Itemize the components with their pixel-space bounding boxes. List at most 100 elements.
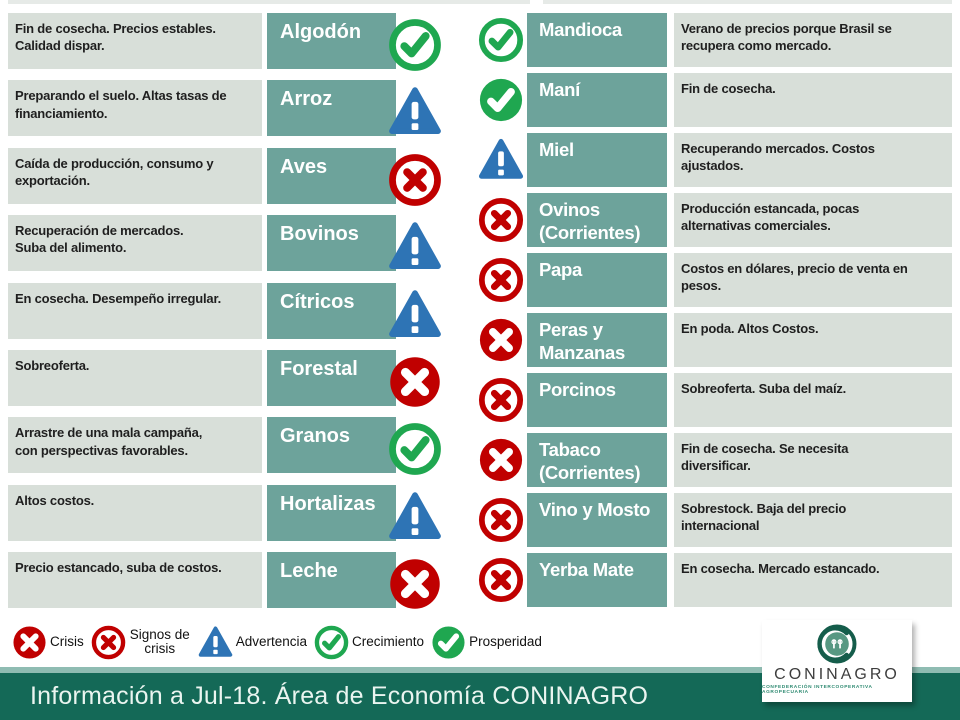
product-description: Altos costos. bbox=[8, 484, 262, 541]
product-row: Maní Fin de cosecha. bbox=[478, 73, 952, 127]
coninagro-logo: CONINAGRO CONFEDERACIÓN INTERCOOPERATIVA… bbox=[762, 620, 912, 702]
crisis-signs-icon bbox=[478, 197, 524, 243]
product-description: Fin de cosecha. bbox=[674, 73, 952, 127]
product-name-box: Peras y Manzanas bbox=[527, 313, 667, 367]
footer-text: Información a Jul-18. Área de Economía C… bbox=[30, 682, 649, 710]
product-name-box: Miel bbox=[527, 133, 667, 187]
product-description: Recuperación de mercados. Suba del alime… bbox=[8, 215, 262, 272]
crisis-signs-icon bbox=[478, 497, 524, 543]
product-row: Fin de cosecha. Precios estables. Calida… bbox=[8, 13, 460, 72]
legend-label: Crecimiento bbox=[352, 633, 425, 649]
product-description: Arrastre de una mala campaña, con perspe… bbox=[8, 417, 262, 474]
product-row: Ovinos (Corrientes) Producción estancada,… bbox=[478, 193, 952, 247]
crisis-signs-icon bbox=[91, 625, 126, 660]
product-description: Producción estancada, pocas alternativas… bbox=[674, 193, 952, 247]
product-description: Sobreoferta. Suba del maíz. bbox=[674, 373, 952, 427]
legend-label: Prosperidad bbox=[469, 633, 542, 649]
product-description: En cosecha. Desempeño irregular. bbox=[8, 282, 262, 339]
product-row: Peras y Manzanas En poda. Altos Costos. bbox=[478, 313, 952, 367]
crisis-icon bbox=[478, 437, 524, 483]
product-description: Sobrestock. Baja del precio internaciona… bbox=[674, 493, 952, 547]
top-edge-strip-right bbox=[543, 0, 952, 4]
legend-item: Crisis bbox=[12, 625, 84, 660]
growth-icon bbox=[388, 18, 442, 72]
product-name-box: Forestal bbox=[267, 349, 396, 406]
product-description: Costos en dólares, precio de venta en pe… bbox=[674, 253, 952, 307]
product-description: Caída de producción, consumo y exportaci… bbox=[8, 147, 262, 204]
product-description: Sobreoferta. bbox=[8, 349, 262, 406]
crisis-icon bbox=[388, 355, 442, 409]
legend-item: Advertencia bbox=[198, 625, 307, 660]
coninagro-logo-icon bbox=[816, 623, 858, 665]
product-name-box: Algodón bbox=[267, 13, 396, 69]
legend-item: Signos de crisis bbox=[91, 625, 191, 660]
product-name-box: Papa bbox=[527, 253, 667, 307]
crisis-icon bbox=[12, 625, 47, 660]
product-name-box: Hortalizas bbox=[267, 484, 396, 541]
product-name-box: Vino y Mosto bbox=[527, 493, 667, 547]
right-products-column: Mandioca Verano de precios porque Brasil … bbox=[478, 13, 952, 613]
crisis-signs-icon bbox=[478, 557, 524, 603]
product-row: Recuperación de mercados. Suba del alime… bbox=[8, 215, 460, 274]
prosperity-icon bbox=[478, 77, 524, 123]
product-row: Mandioca Verano de precios porque Brasil … bbox=[478, 13, 952, 67]
left-products-column: Fin de cosecha. Precios estables. Calida… bbox=[8, 13, 460, 620]
product-row: Yerba Mate En cosecha. Mercado estancado. bbox=[478, 553, 952, 607]
product-name-box: Cítricos bbox=[267, 282, 396, 339]
product-description: Verano de precios porque Brasil se recup… bbox=[674, 13, 952, 67]
product-row: Porcinos Sobreoferta. Suba del maíz. bbox=[478, 373, 952, 427]
coninagro-logo-tagline: CONFEDERACIÓN INTERCOOPERATIVA AGROPECUA… bbox=[762, 685, 873, 695]
product-row: Arrastre de una mala campaña, con perspe… bbox=[8, 417, 460, 476]
status-legend: Crisis Signos de crisis Advertencia Crecimi… bbox=[12, 620, 549, 664]
product-name-box: Bovinos bbox=[267, 215, 396, 272]
warning-icon bbox=[478, 137, 524, 183]
product-description: Fin de cosecha. Se necesita diversificar… bbox=[674, 433, 952, 487]
crisis-signs-icon bbox=[478, 377, 524, 423]
crisis-signs-icon bbox=[478, 257, 524, 303]
product-name-box: Ovinos (Corrientes) bbox=[527, 193, 667, 247]
crisis-signs-icon bbox=[388, 153, 442, 207]
legend-item: Crecimiento bbox=[314, 625, 424, 660]
product-name-box: Arroz bbox=[267, 80, 396, 137]
product-row: Caída de producción, consumo y exportaci… bbox=[8, 147, 460, 207]
product-name-box: Mandioca bbox=[527, 13, 667, 67]
product-row: Altos costos. Hortalizas bbox=[8, 484, 460, 544]
top-edge-strip-left bbox=[8, 0, 530, 4]
product-name-box: Porcinos bbox=[527, 373, 667, 427]
warning-icon bbox=[388, 490, 442, 544]
product-name-box: Yerba Mate bbox=[527, 553, 667, 607]
product-row: En cosecha. Desempeño irregular. Cítricos bbox=[8, 282, 460, 342]
product-row: Miel Recuperando mercados. Costos ajustad… bbox=[478, 133, 952, 187]
product-row: Sobreoferta. Forestal bbox=[8, 349, 460, 409]
product-description: Preparando el suelo. Altas tasas de fina… bbox=[8, 80, 262, 137]
product-description: Fin de cosecha. Precios estables. Calida… bbox=[8, 13, 262, 69]
product-row: Vino y Mosto Sobrestock. Baja del precio … bbox=[478, 493, 952, 547]
growth-icon bbox=[478, 17, 524, 63]
product-description: En poda. Altos Costos. bbox=[674, 313, 952, 367]
footer-accent-stripe bbox=[0, 667, 960, 673]
product-description: En cosecha. Mercado estancado. bbox=[674, 553, 952, 607]
product-description: Precio estancado, suba de costos. bbox=[8, 552, 262, 609]
product-row: Preparando el suelo. Altas tasas de fina… bbox=[8, 80, 460, 139]
product-row: Papa Costos en dólares, precio de venta e… bbox=[478, 253, 952, 307]
growth-icon bbox=[314, 625, 349, 660]
legend-label: Advertencia bbox=[235, 633, 308, 649]
legend-label: Signos de crisis bbox=[129, 626, 190, 656]
growth-icon bbox=[388, 422, 442, 476]
legend-item: Prosperidad bbox=[431, 625, 542, 660]
warning-icon bbox=[388, 288, 442, 342]
prosperity-icon bbox=[431, 625, 466, 660]
warning-icon bbox=[388, 85, 442, 139]
coninagro-logo-text: CONINAGRO bbox=[774, 666, 900, 683]
legend-label: Crisis bbox=[50, 633, 84, 649]
warning-icon bbox=[388, 220, 442, 274]
product-description: Recuperando mercados. Costos ajustados. bbox=[674, 133, 952, 187]
crisis-icon bbox=[478, 317, 524, 363]
warning-icon bbox=[198, 625, 233, 660]
product-name-box: Aves bbox=[267, 147, 396, 204]
product-name-box: Leche bbox=[267, 552, 396, 609]
product-name-box: Maní bbox=[527, 73, 667, 127]
product-name-box: Granos bbox=[267, 417, 396, 474]
crisis-icon bbox=[388, 557, 442, 611]
product-row: Precio estancado, suba de costos. Leche bbox=[8, 552, 460, 611]
